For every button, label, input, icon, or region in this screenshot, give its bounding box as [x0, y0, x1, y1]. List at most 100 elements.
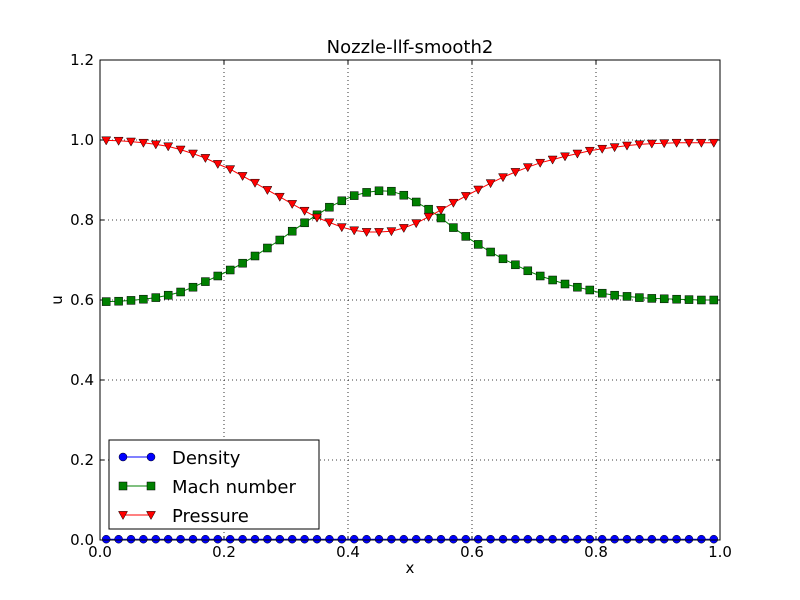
y-tick-label: 0.0 [70, 531, 94, 549]
data-point [101, 534, 111, 544]
data-point [547, 155, 558, 165]
data-point [263, 243, 272, 253]
data-point [263, 534, 272, 544]
data-point [287, 200, 298, 210]
data-point [523, 534, 533, 544]
data-point [139, 534, 148, 544]
data-point [126, 534, 136, 544]
legend: Density Mach number Pressure [108, 439, 320, 530]
data-point [573, 534, 582, 544]
legend-entry-mach-number: Mach number [118, 477, 296, 498]
x-tick-label: 0.2 [212, 543, 236, 561]
data-point [188, 149, 198, 159]
x-axis-label: x [406, 559, 415, 577]
data-point [337, 196, 347, 206]
data-point [560, 279, 570, 289]
data-point [349, 226, 360, 236]
data-point [387, 534, 396, 544]
y-axis-label: u [48, 295, 66, 305]
chart-title: Nozzle-llf-smooth2 [327, 37, 494, 58]
data-point [176, 287, 185, 297]
data-point [118, 511, 128, 521]
data-point [300, 218, 309, 228]
data-point [610, 290, 619, 300]
data-point [436, 534, 446, 544]
data-point [522, 163, 533, 173]
data-point [101, 136, 112, 146]
data-point [213, 534, 223, 544]
data-point [374, 186, 384, 196]
data-point [287, 226, 297, 236]
data-point [225, 265, 235, 275]
data-point [672, 294, 681, 304]
data-point [460, 192, 471, 202]
data-point [361, 228, 372, 238]
data-point [163, 534, 173, 544]
data-point [250, 534, 260, 544]
y-tick-label: 0.6 [70, 291, 94, 309]
data-point [473, 185, 484, 195]
data-point [485, 179, 496, 189]
y-tick-label: 1.0 [70, 131, 94, 149]
x-tick-label: 1.0 [708, 543, 732, 561]
x-tick-label: 0.4 [336, 543, 360, 561]
data-point [374, 228, 384, 238]
data-point [325, 534, 334, 544]
data-point [610, 534, 619, 544]
data-point [449, 534, 458, 544]
data-point [126, 296, 136, 305]
data-point [511, 260, 520, 270]
data-point [671, 138, 682, 148]
data-point [684, 534, 694, 544]
series-pressure [101, 136, 719, 238]
axis-ticks: 0.0 0.2 0.4 0.6 0.8 1.0 0.0 0.2 0.4 0.6 0.8 1.0 1.2 [70, 51, 732, 561]
data-point [325, 202, 334, 212]
data-point [697, 534, 706, 544]
data-point [362, 534, 371, 544]
y-tick-label: 0.2 [70, 451, 94, 469]
data-point [486, 247, 495, 257]
data-point [535, 534, 545, 544]
data-point [548, 534, 557, 544]
data-point [411, 197, 421, 207]
data-point [399, 534, 409, 544]
data-point [146, 452, 156, 462]
data-point [635, 534, 644, 544]
data-point [324, 218, 335, 228]
data-point [560, 534, 570, 544]
data-point [238, 534, 247, 544]
data-point [312, 534, 322, 544]
data-point [511, 534, 520, 544]
data-point [299, 206, 310, 216]
data-point [118, 481, 128, 491]
data-point [684, 295, 694, 304]
data-point [275, 534, 285, 544]
data-point [175, 145, 186, 155]
data-point [659, 294, 669, 304]
legend-label: Pressure [172, 506, 249, 527]
data-point [584, 146, 595, 156]
data-point [473, 534, 483, 544]
data-point [647, 534, 657, 544]
data-point [151, 534, 161, 544]
data-point [386, 227, 397, 237]
data-point [573, 282, 582, 292]
x-tick-label: 0.0 [88, 543, 112, 561]
data-point [436, 206, 446, 216]
data-point [646, 139, 657, 149]
data-point [684, 138, 694, 148]
legend-label: Mach number [172, 477, 296, 498]
data-point [336, 223, 347, 233]
data-point [146, 481, 156, 491]
data-point [622, 141, 632, 151]
data-point [387, 186, 396, 196]
data-point [659, 534, 669, 544]
data-point [138, 138, 149, 148]
data-point [151, 293, 161, 302]
data-point [201, 534, 210, 544]
data-point [597, 288, 607, 298]
data-point [188, 282, 198, 292]
data-point [597, 534, 607, 544]
data-point [585, 285, 595, 295]
data-point [176, 534, 185, 544]
